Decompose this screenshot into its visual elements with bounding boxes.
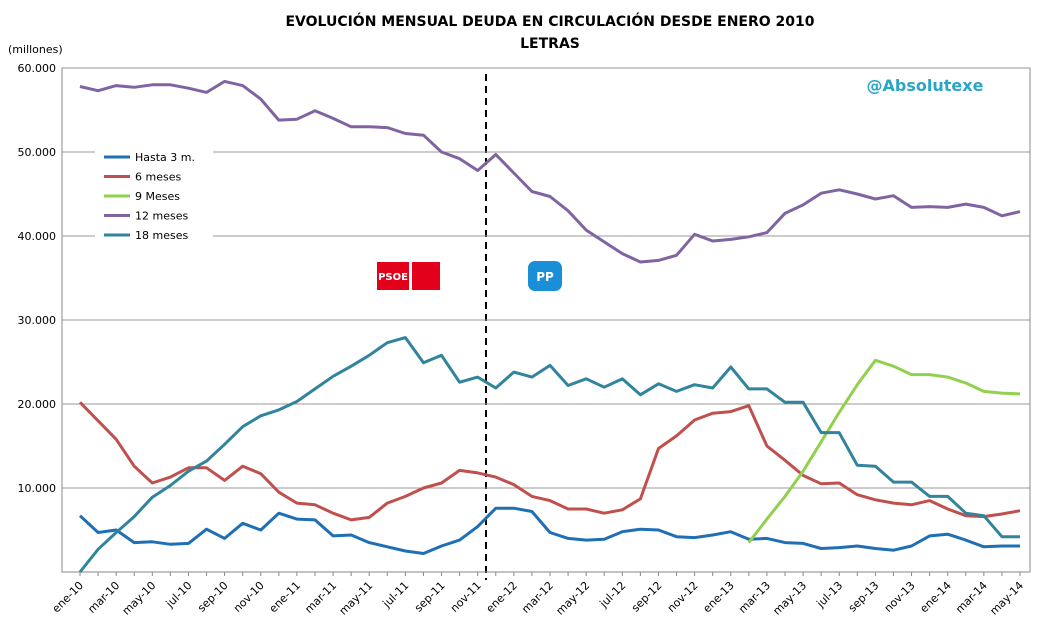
legend-label: Hasta 3 m. [135, 151, 195, 164]
x-tick-label: ene-11 [267, 579, 303, 615]
series-line [79, 79, 1021, 264]
legend-label: 18 meses [135, 229, 188, 242]
series-line [747, 358, 1021, 544]
x-tick-label: nov-12 [665, 579, 701, 615]
x-tick-label: mar-14 [953, 579, 990, 616]
psoe-label: PSOE [378, 272, 408, 283]
pp-label: PP [536, 270, 554, 284]
x-tick-label: nov-10 [231, 579, 267, 615]
chart-title: EVOLUCIÓN MENSUAL DEUDA EN CIRCULACIÓN D… [285, 12, 814, 30]
y-tick-label: 20.000 [18, 398, 57, 411]
x-tick-label: jul-10 [163, 579, 195, 611]
x-tick-label: mar-12 [519, 579, 556, 616]
y-tick-label: 30.000 [18, 314, 57, 327]
series-line [78, 506, 1020, 555]
x-tick-label: sep-12 [629, 579, 665, 615]
legend-label: 9 Meses [135, 190, 180, 203]
pp-logo [528, 261, 562, 291]
x-tick-label: sep-11 [412, 579, 448, 615]
x-tick-label: nov-13 [882, 579, 918, 615]
x-tick-label: jul-11 [380, 579, 412, 611]
x-tick-label: may-10 [120, 579, 159, 618]
x-tick-label: sep-13 [846, 579, 882, 615]
legend-label: 6 meses [135, 171, 181, 184]
x-tick-label: ene-13 [700, 579, 736, 615]
y-tick-label: 50.000 [18, 146, 57, 159]
y-tick-label: 40.000 [18, 230, 57, 243]
x-tick-label: jul-12 [597, 579, 629, 611]
watermark-handle: @Absolutexe [867, 76, 984, 95]
x-tick-label: mar-11 [302, 579, 339, 616]
x-tick-label: ene-12 [484, 579, 520, 615]
x-tick-label: ene-10 [50, 579, 86, 615]
x-tick-label: sep-10 [195, 579, 231, 615]
x-tick-label: may-12 [554, 579, 593, 618]
x-tick-label: mar-10 [85, 579, 122, 616]
chart-subtitle: LETRAS [520, 36, 580, 52]
x-tick-label: may-13 [770, 579, 809, 618]
y-tick-label: 10.000 [18, 482, 57, 495]
x-tick-label: may-11 [337, 579, 376, 618]
x-tick-label: may-14 [987, 579, 1026, 618]
series-line [78, 401, 1021, 522]
y-tick-label: 60.000 [18, 62, 57, 75]
legend-label: 12 meses [135, 210, 188, 223]
x-tick-label: mar-13 [736, 579, 773, 616]
psoe-logo [377, 262, 409, 290]
series-line [78, 336, 1020, 573]
x-tick-label: ene-14 [917, 579, 953, 615]
psoe-logo-fist [412, 262, 440, 290]
y-axis-label: (millones) [8, 43, 63, 56]
legend-box [95, 146, 213, 238]
x-tick-label: jul-13 [813, 579, 845, 611]
x-tick-label: nov-11 [448, 579, 484, 615]
